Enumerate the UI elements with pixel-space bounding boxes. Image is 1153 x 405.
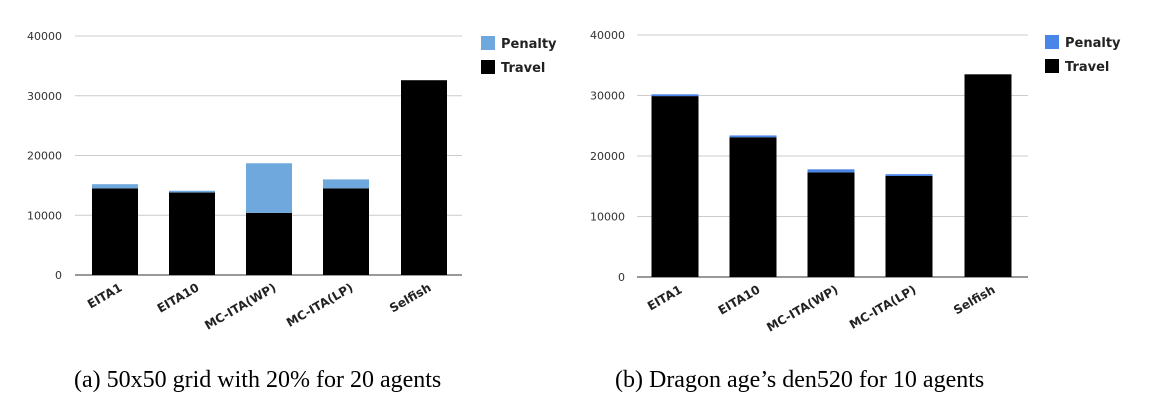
bar-travel: [651, 96, 699, 277]
bar-penalty: [323, 179, 369, 189]
y-tick-label: 30000: [27, 90, 62, 103]
x-tick-label: MC-ITA(WP): [202, 280, 278, 332]
bar-travel: [323, 188, 369, 275]
bar-travel: [169, 192, 215, 275]
legend-label-penalty: Penalty: [1065, 36, 1121, 51]
y-tick-label: 10000: [590, 211, 625, 224]
x-tick-label: EITA1: [645, 282, 685, 313]
y-tick-label: 40000: [27, 30, 62, 43]
x-tick-label: MC-ITA(LP): [284, 280, 355, 329]
x-tick-label: EITA10: [155, 280, 202, 315]
chart-a: 0 10000 20000 30000 40000 EITA1 EITA10 MC-ITA(W…: [27, 30, 557, 333]
bar-travel: [246, 212, 292, 275]
legend-label-travel: Travel: [1065, 60, 1109, 75]
y-tick-label: 0: [55, 269, 62, 282]
caption-b: (b) Dragon age’s den520 for 10 agents: [615, 367, 984, 393]
y-tick-label: 0: [618, 271, 625, 284]
chart-b: 0 10000 20000 30000 40000 EITA1 EITA10 MC-ITA(W…: [590, 29, 1121, 335]
bar-travel: [885, 175, 933, 277]
x-tick-label: MC-ITA(WP): [764, 282, 840, 334]
bar-penalty: [807, 169, 855, 173]
legend-swatch-penalty: [1045, 35, 1059, 49]
y-tick-label: 20000: [590, 150, 625, 163]
x-tick-label: EITA10: [716, 282, 763, 317]
x-tick-label: Selfish: [951, 282, 997, 317]
bar-penalty: [169, 190, 215, 193]
legend-label-travel: Travel: [501, 61, 545, 76]
y-tick-label: 40000: [590, 29, 625, 42]
bar-penalty: [729, 135, 777, 138]
bar-penalty: [651, 94, 699, 97]
bar-travel: [92, 188, 138, 275]
bar-penalty: [246, 163, 292, 213]
y-tick-label: 20000: [27, 150, 62, 163]
bar-travel: [729, 137, 777, 277]
bar-travel: [964, 74, 1012, 277]
bar-travel: [807, 172, 855, 277]
legend-swatch-travel: [481, 60, 495, 74]
bar-travel: [401, 80, 447, 275]
x-tick-label: EITA1: [85, 280, 125, 311]
x-tick-label: MC-ITA(LP): [847, 282, 918, 331]
legend-label-penalty: Penalty: [501, 37, 557, 52]
legend-swatch-travel: [1045, 59, 1059, 73]
bar-penalty: [885, 174, 933, 176]
y-tick-label: 30000: [590, 90, 625, 103]
legend-swatch-penalty: [481, 36, 495, 50]
x-tick-label: Selfish: [387, 280, 433, 315]
bar-penalty: [92, 184, 138, 189]
caption-a: (a) 50x50 grid with 20% for 20 agents: [74, 367, 441, 393]
y-tick-label: 10000: [27, 209, 62, 222]
